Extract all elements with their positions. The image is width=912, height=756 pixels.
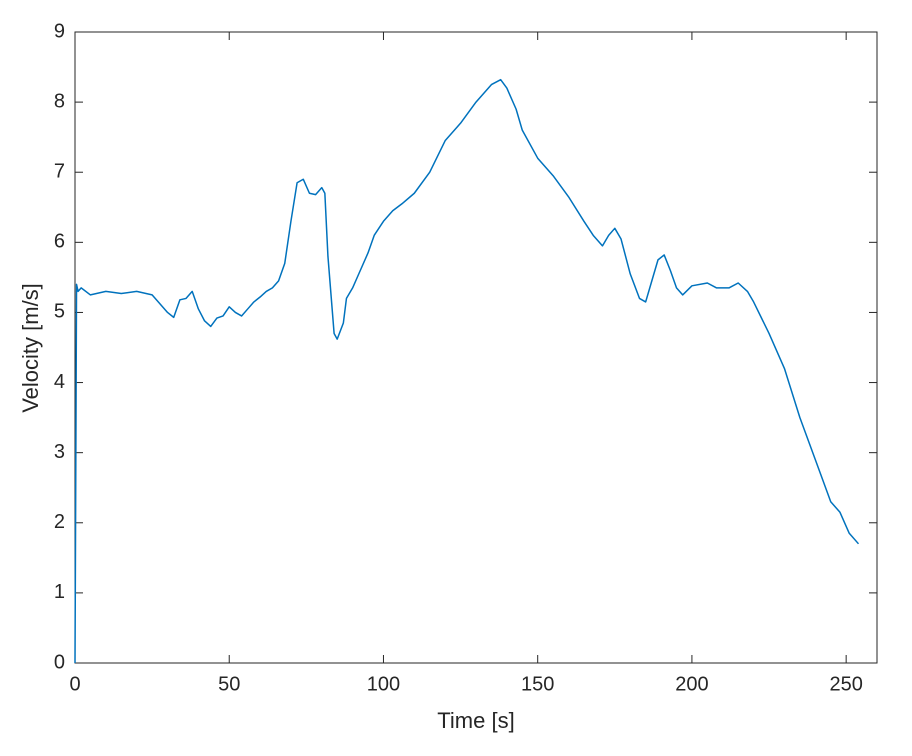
x-tick-label: 50 xyxy=(218,673,240,695)
y-axis-label: Velocity [m/s] xyxy=(18,283,43,413)
x-axis-label: Time [s] xyxy=(437,708,514,733)
x-tick-label: 200 xyxy=(675,673,708,695)
x-tick-label: 0 xyxy=(69,673,80,695)
y-tick-label: 5 xyxy=(54,301,65,323)
plot-area xyxy=(74,31,878,664)
y-tick-label: 0 xyxy=(54,651,65,673)
y-tick-label: 7 xyxy=(54,161,65,183)
line xyxy=(74,78,860,664)
y-tick-label: 9 xyxy=(54,20,65,42)
y-tick-label: 8 xyxy=(54,90,65,112)
x-tick-label: 150 xyxy=(521,673,554,695)
x-tick-label: 100 xyxy=(367,673,400,695)
y-tick-label: 3 xyxy=(54,441,65,463)
y-tick-label: 1 xyxy=(54,581,65,603)
y-tick-label: 4 xyxy=(54,371,65,393)
y-tick-label: 2 xyxy=(54,511,65,533)
y-tick-label: 6 xyxy=(54,231,65,253)
x-tick-label: 250 xyxy=(829,673,862,695)
